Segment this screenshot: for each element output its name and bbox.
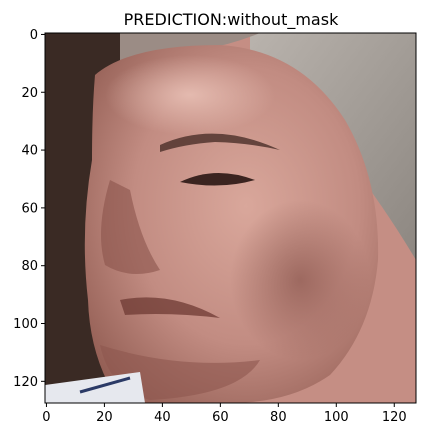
axes-frame (44, 32, 417, 404)
y-tick-label: 120 (13, 375, 38, 390)
x-axis: 0 20 40 60 80 100 120 (42, 403, 407, 425)
x-tick-label: 60 (212, 410, 229, 425)
face-image (45, 33, 416, 403)
y-tick-label: 100 (13, 317, 38, 332)
y-tick-label: 20 (21, 86, 38, 101)
x-tick-label: 40 (154, 410, 171, 425)
x-tick-label: 0 (42, 410, 50, 425)
x-tick-label: 80 (270, 410, 287, 425)
y-tick-label: 60 (21, 201, 38, 216)
y-tick-label: 40 (21, 144, 38, 159)
chart-title: PREDICTION:without_mask (124, 10, 339, 30)
x-tick-label: 20 (96, 410, 113, 425)
y-axis: 0 20 40 60 80 100 120 (13, 28, 45, 390)
x-tick-label: 100 (324, 410, 349, 425)
y-tick-label: 80 (21, 259, 38, 274)
x-tick-label: 120 (382, 410, 407, 425)
y-tick-label: 0 (30, 28, 38, 43)
